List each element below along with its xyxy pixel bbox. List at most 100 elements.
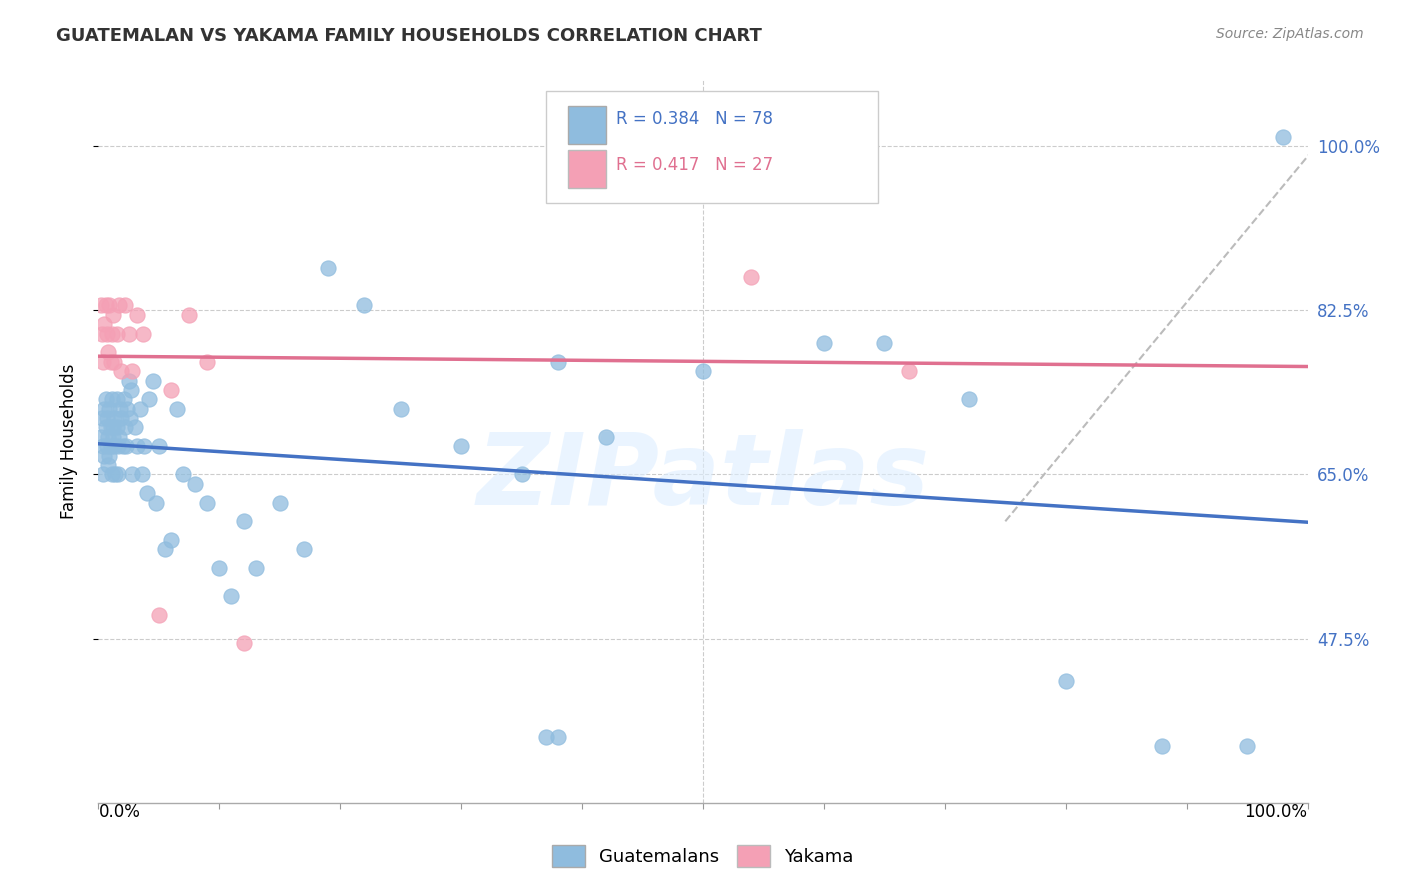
Point bbox=[93, 318, 115, 332]
Point bbox=[117, 401, 139, 416]
Point bbox=[221, 590, 243, 604]
Point bbox=[108, 430, 131, 444]
Point bbox=[101, 420, 124, 434]
Point bbox=[91, 355, 114, 369]
Point bbox=[94, 392, 117, 407]
Point bbox=[111, 439, 134, 453]
Point bbox=[96, 411, 118, 425]
Point bbox=[1236, 739, 1258, 754]
Point bbox=[316, 260, 339, 275]
Point bbox=[957, 392, 980, 407]
Point bbox=[100, 326, 122, 341]
Point bbox=[353, 298, 375, 312]
Point bbox=[101, 430, 124, 444]
Text: ZIPatlas: ZIPatlas bbox=[477, 429, 929, 526]
Point bbox=[91, 439, 114, 453]
Point bbox=[105, 392, 128, 407]
Point bbox=[124, 420, 146, 434]
Point bbox=[103, 411, 125, 425]
Point bbox=[208, 561, 231, 575]
Text: Source: ZipAtlas.com: Source: ZipAtlas.com bbox=[1216, 27, 1364, 41]
Text: R = 0.384   N = 78: R = 0.384 N = 78 bbox=[616, 110, 773, 128]
Point bbox=[90, 430, 112, 444]
FancyBboxPatch shape bbox=[568, 106, 606, 144]
Point bbox=[195, 355, 218, 369]
Point bbox=[91, 467, 114, 482]
Point bbox=[97, 430, 120, 444]
Point bbox=[1054, 673, 1077, 688]
Point bbox=[232, 514, 254, 528]
Point bbox=[90, 298, 112, 312]
Point bbox=[96, 326, 118, 341]
Point bbox=[96, 439, 118, 453]
Legend: Guatemalans, Yakama: Guatemalans, Yakama bbox=[546, 838, 860, 874]
Point bbox=[127, 439, 149, 453]
Point bbox=[160, 533, 183, 547]
Point bbox=[132, 326, 155, 341]
Point bbox=[107, 467, 129, 482]
Point bbox=[114, 420, 136, 434]
Point bbox=[142, 374, 165, 388]
Point bbox=[118, 374, 141, 388]
Point bbox=[134, 439, 156, 453]
Point bbox=[153, 542, 176, 557]
FancyBboxPatch shape bbox=[568, 150, 606, 187]
Point bbox=[166, 401, 188, 416]
Point bbox=[873, 336, 896, 351]
Point bbox=[897, 364, 920, 378]
Point bbox=[103, 355, 125, 369]
Y-axis label: Family Households: Family Households bbox=[59, 364, 77, 519]
Point bbox=[128, 401, 150, 416]
Point bbox=[269, 495, 291, 509]
Point bbox=[105, 326, 128, 341]
Point bbox=[118, 326, 141, 341]
Point bbox=[94, 420, 117, 434]
Text: GUATEMALAN VS YAKAMA FAMILY HOUSEHOLDS CORRELATION CHART: GUATEMALAN VS YAKAMA FAMILY HOUSEHOLDS C… bbox=[56, 27, 762, 45]
Point bbox=[91, 326, 114, 341]
Point bbox=[91, 411, 114, 425]
Point bbox=[740, 270, 762, 285]
Point bbox=[110, 364, 132, 378]
Point bbox=[100, 467, 122, 482]
Point bbox=[1152, 739, 1174, 754]
Point bbox=[534, 730, 557, 744]
Point bbox=[98, 298, 121, 312]
Point bbox=[184, 476, 207, 491]
Text: 100.0%: 100.0% bbox=[1244, 803, 1308, 821]
Point bbox=[108, 401, 131, 416]
Point bbox=[138, 392, 160, 407]
Point bbox=[148, 439, 170, 453]
Point bbox=[110, 411, 132, 425]
Point bbox=[100, 392, 122, 407]
Point bbox=[595, 430, 617, 444]
Point bbox=[98, 401, 121, 416]
Point bbox=[172, 467, 194, 482]
Point bbox=[121, 364, 143, 378]
Point bbox=[93, 449, 115, 463]
FancyBboxPatch shape bbox=[546, 91, 879, 203]
Point bbox=[547, 355, 569, 369]
Point bbox=[160, 383, 183, 397]
Point bbox=[121, 467, 143, 482]
Point bbox=[389, 401, 412, 416]
Point bbox=[813, 336, 835, 351]
Point bbox=[450, 439, 472, 453]
Point bbox=[97, 345, 120, 359]
Point bbox=[131, 467, 153, 482]
Point bbox=[179, 308, 201, 322]
Point bbox=[108, 298, 131, 312]
Point bbox=[118, 411, 141, 425]
Point bbox=[1272, 129, 1295, 144]
Point bbox=[145, 495, 167, 509]
Point bbox=[107, 439, 129, 453]
Point bbox=[94, 298, 117, 312]
Point bbox=[105, 420, 128, 434]
Point bbox=[135, 486, 157, 500]
Point bbox=[115, 439, 138, 453]
Point bbox=[100, 355, 122, 369]
Point bbox=[195, 495, 218, 509]
Point bbox=[97, 458, 120, 472]
Point bbox=[292, 542, 315, 557]
Point bbox=[100, 439, 122, 453]
Point bbox=[232, 636, 254, 650]
